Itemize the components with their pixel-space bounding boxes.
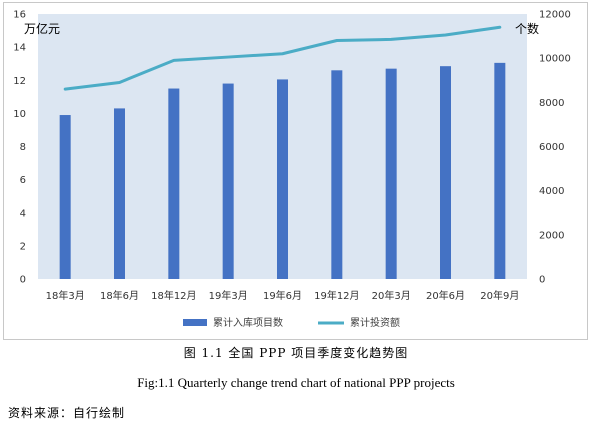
legend-swatch-bar xyxy=(183,319,207,326)
figure-caption-english: Fig:1.1 Quarterly change trend chart of … xyxy=(0,375,592,391)
category-label: 20年3月 xyxy=(372,289,411,302)
bar xyxy=(494,63,505,279)
right-axis-title: 个数 xyxy=(515,21,539,36)
bar xyxy=(60,115,71,279)
legend-label-line: 累计投资额 xyxy=(350,316,400,329)
left-tick-label: 0 xyxy=(20,275,26,286)
right-tick-label: 2000 xyxy=(539,230,564,241)
legend-label-bar: 累计入库项目数 xyxy=(213,316,283,329)
left-tick-label: 4 xyxy=(20,208,26,219)
combo-chart: 0 2 4 6 8 10 12 14 16 0 2000 4000 6000 8000 10000 1200… xyxy=(0,0,592,342)
right-tick-label: 6000 xyxy=(539,142,564,153)
left-tick-label: 14 xyxy=(13,43,26,54)
left-axis: 0 2 4 6 8 10 12 14 16 xyxy=(13,10,26,286)
right-axis: 0 2000 4000 6000 8000 10000 12000 xyxy=(539,10,571,286)
bar xyxy=(168,89,179,279)
bar xyxy=(223,84,234,279)
left-tick-label: 12 xyxy=(13,76,26,87)
left-tick-label: 2 xyxy=(20,241,26,252)
bar xyxy=(386,69,397,279)
right-tick-label: 4000 xyxy=(539,186,564,197)
left-tick-label: 16 xyxy=(13,10,26,21)
source-note: 资料来源：自行绘制 xyxy=(8,404,125,421)
right-tick-label: 0 xyxy=(539,275,545,286)
bar xyxy=(440,66,451,279)
legend: 累计入库项目数 累计投资额 xyxy=(183,316,400,329)
category-label: 20年6月 xyxy=(426,289,465,302)
figure-caption-chinese: 图 1.1 全国 PPP 项目季度变化趋势图 xyxy=(0,344,592,361)
bar xyxy=(114,108,125,279)
bar xyxy=(331,70,342,279)
right-tick-label: 12000 xyxy=(539,10,571,21)
category-label: 19年6月 xyxy=(263,289,302,302)
left-tick-label: 8 xyxy=(20,142,26,153)
right-tick-label: 10000 xyxy=(539,54,571,65)
category-label: 19年12月 xyxy=(314,289,359,302)
bar xyxy=(277,79,288,279)
right-tick-label: 8000 xyxy=(539,98,564,109)
category-label: 19年3月 xyxy=(209,289,248,302)
left-axis-title: 万亿元 xyxy=(24,21,60,36)
category-axis: 18年3月 18年6月 18年12月 19年3月 19年6月 19年12月 20年3月 20年… xyxy=(46,289,520,302)
category-label: 18年12月 xyxy=(151,289,196,302)
category-label: 18年3月 xyxy=(46,289,85,302)
category-label: 20年9月 xyxy=(480,289,519,302)
left-tick-label: 6 xyxy=(20,175,26,186)
left-tick-label: 10 xyxy=(13,109,26,120)
category-label: 18年6月 xyxy=(100,289,139,302)
